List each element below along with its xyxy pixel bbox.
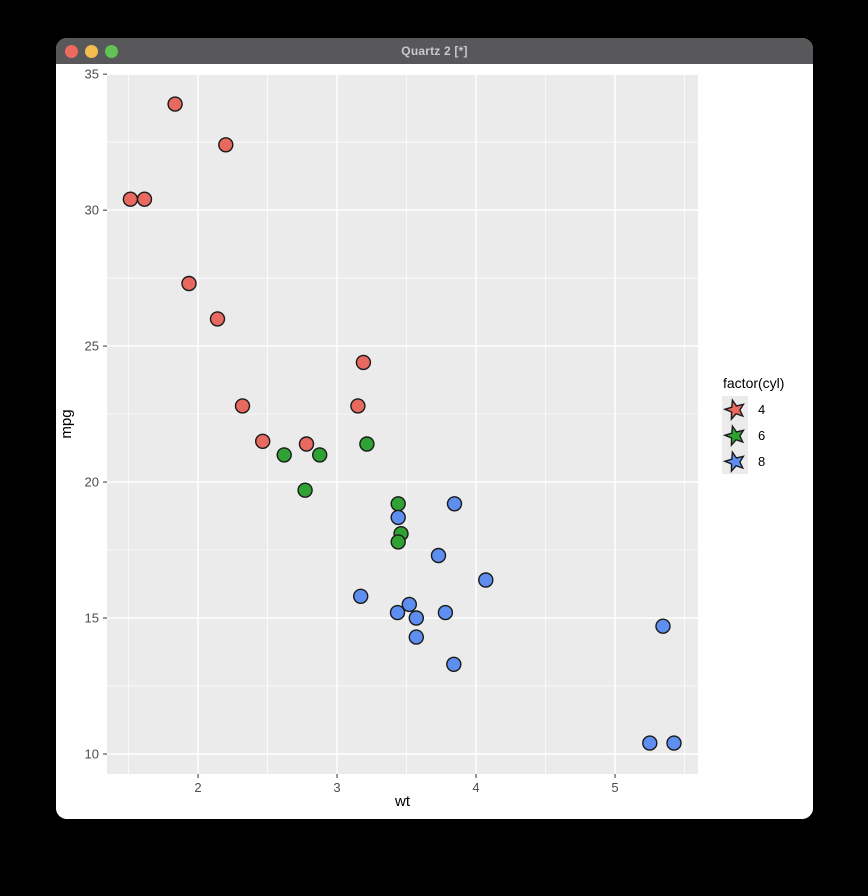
- close-button[interactable]: [65, 44, 78, 58]
- data-point: [390, 509, 406, 526]
- data-point: [181, 275, 197, 292]
- star-icon: [723, 450, 745, 473]
- y-tick-label: 25: [85, 339, 99, 354]
- legend-label: 6: [758, 427, 766, 443]
- data-point: [355, 354, 372, 371]
- app-window: Quartz 2 [*] 2 3 4 5 10 15 20 25 30 35 wt mpg facto…: [56, 38, 813, 819]
- data-point: [390, 496, 406, 512]
- data-point: [478, 572, 494, 588]
- data-point: [122, 191, 139, 207]
- data-point: [298, 436, 315, 452]
- data-point: [389, 604, 406, 621]
- data-point: [234, 398, 251, 414]
- data-point: [408, 610, 424, 626]
- data-point: [167, 96, 183, 112]
- data-point: [446, 496, 463, 512]
- y-axis-title: mpg: [58, 409, 75, 438]
- titlebar[interactable]: Quartz 2 [*]: [56, 38, 813, 64]
- legend-entry: 4: [722, 396, 784, 422]
- y-tick-label: 10: [85, 747, 99, 762]
- data-point: [353, 588, 369, 604]
- plot-content: 2 3 4 5 10 15 20 25 30 35 wt mpg factor(cyl) 4 6: [56, 64, 813, 819]
- traffic-lights: [65, 38, 118, 64]
- y-tick-label: 20: [85, 475, 99, 490]
- data-point: [655, 618, 671, 634]
- data-point: [430, 547, 447, 564]
- data-point: [408, 629, 424, 645]
- legend-key: [722, 448, 748, 474]
- data-point: [218, 137, 234, 153]
- star-icon: [723, 398, 745, 421]
- plot-canvas: 2 3 4 5 10 15 20 25 30 35 wt mpg: [58, 67, 698, 810]
- data-point: [642, 735, 658, 751]
- data-point: [254, 433, 271, 449]
- x-tick-label: 2: [194, 780, 201, 795]
- data-point: [666, 735, 682, 751]
- legend-entry: 6: [722, 422, 784, 448]
- data-point: [297, 482, 313, 498]
- data-point: [312, 447, 328, 463]
- plot-panel: [107, 74, 698, 774]
- data-point: [350, 398, 366, 414]
- y-tick-label: 15: [85, 611, 99, 626]
- legend-key: [722, 422, 748, 448]
- data-point: [359, 436, 375, 452]
- zoom-button[interactable]: [105, 44, 118, 58]
- data-point: [401, 596, 417, 613]
- window-title: Quartz 2 [*]: [401, 44, 468, 58]
- legend-label: 8: [758, 453, 766, 469]
- legend-label: 4: [758, 401, 766, 417]
- legend: factor(cyl) 4 6: [722, 375, 784, 474]
- x-tick-label: 5: [611, 780, 618, 795]
- legend-title: factor(cyl): [723, 375, 785, 391]
- data-point: [209, 311, 226, 327]
- legend-key: [722, 396, 748, 422]
- data-point: [276, 447, 292, 463]
- star-icon: [723, 424, 745, 447]
- x-tick-label: 3: [333, 780, 340, 795]
- data-point: [446, 656, 462, 672]
- data-point: [390, 534, 406, 550]
- data-point: [136, 191, 153, 207]
- x-axis-title: wt: [394, 793, 411, 810]
- x-tick-label: 4: [472, 780, 479, 795]
- y-tick-label: 30: [85, 203, 99, 218]
- minimize-button[interactable]: [85, 44, 98, 58]
- y-tick-label: 35: [85, 67, 99, 82]
- data-point: [437, 604, 454, 621]
- legend-entry: 8: [722, 448, 784, 474]
